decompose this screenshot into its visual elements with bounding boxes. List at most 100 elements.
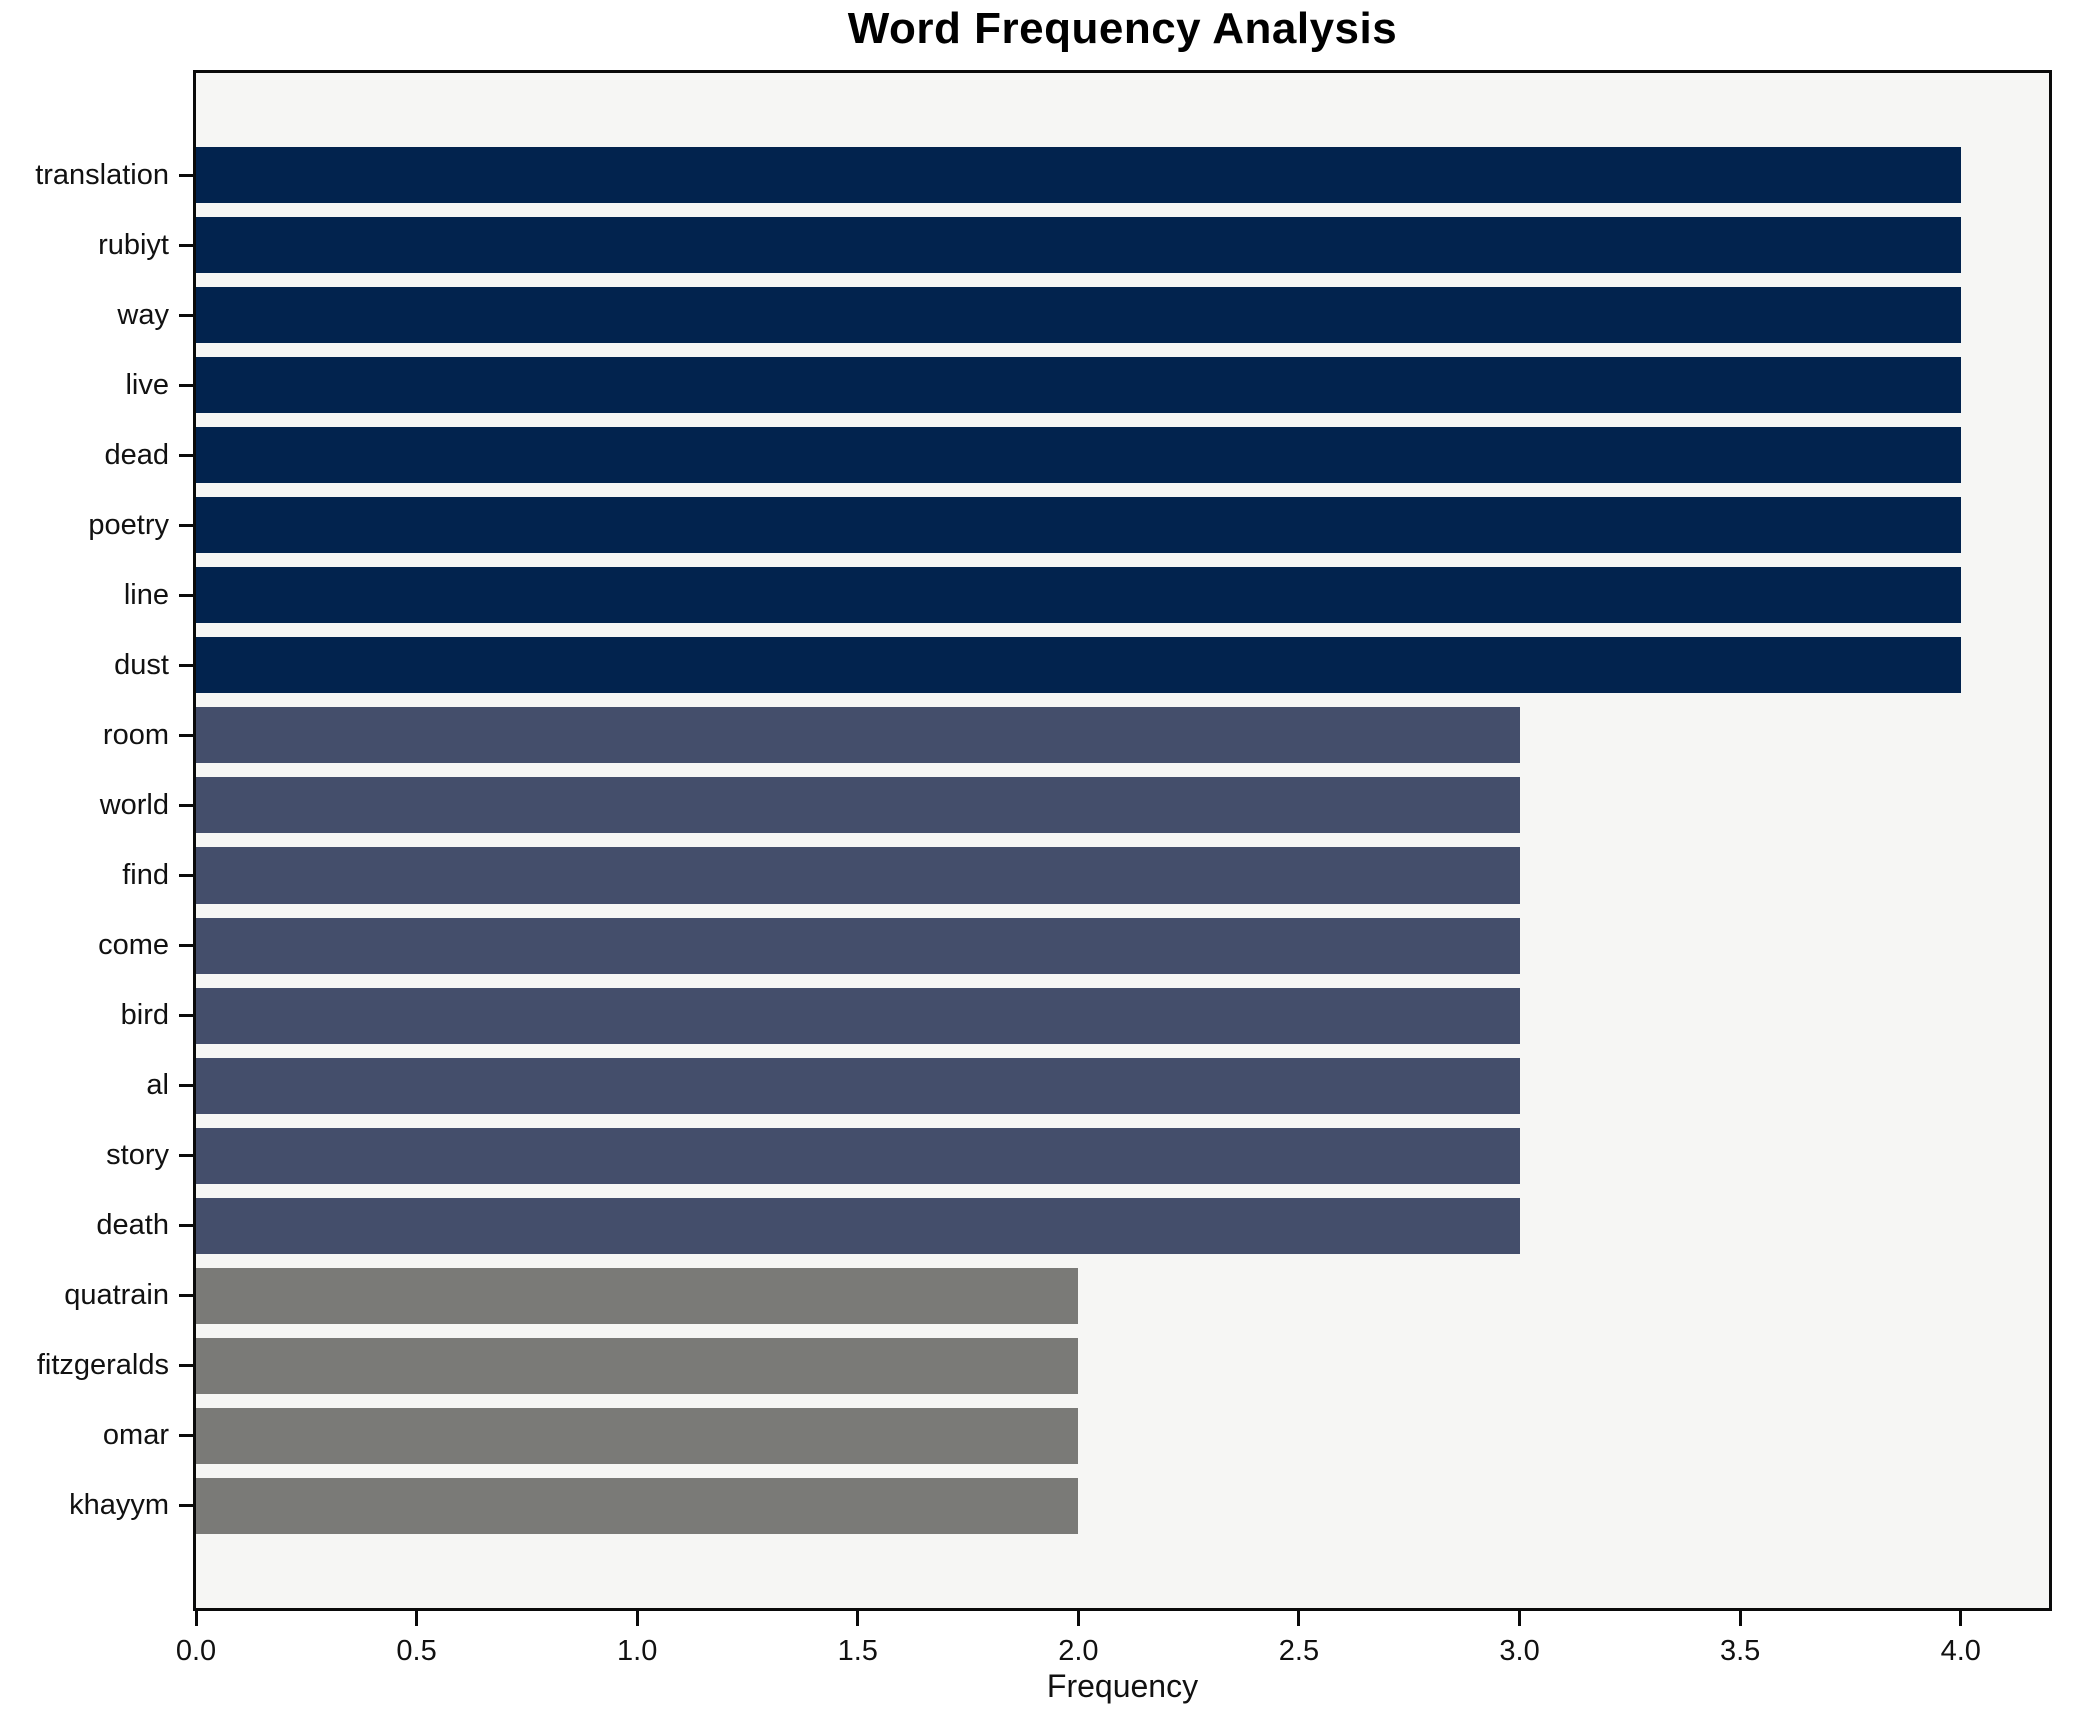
bar-death: [196, 1197, 1520, 1254]
bar-row: [196, 1051, 2049, 1121]
y-tick-mark: [179, 803, 193, 807]
y-tick-mark: [179, 1224, 193, 1228]
y-tick-mark: [179, 663, 193, 667]
x-tick-label: 0.0: [175, 1635, 217, 1667]
y-tick-label-world: world: [99, 788, 169, 821]
x-tick-label: 1.0: [617, 1635, 658, 1667]
y-label-row: way: [0, 280, 193, 350]
bar-row: [196, 280, 2049, 350]
y-tick-mark: [179, 733, 193, 737]
bar-row: [196, 140, 2049, 210]
bar-row: [196, 350, 2049, 420]
bar-live: [196, 357, 1961, 414]
x-axis-label: Frequency: [1046, 1668, 1199, 1704]
y-tick-label-find: find: [122, 858, 169, 891]
bar-fitzgeralds: [196, 1337, 1079, 1394]
y-label-row: fitzgeralds: [0, 1331, 193, 1401]
x-tick-mark: [856, 1611, 860, 1626]
bar-row: [196, 1471, 2049, 1541]
x-tick-mark: [1518, 1611, 1522, 1626]
y-tick-label-death: death: [96, 1209, 169, 1242]
y-tick-mark: [179, 523, 193, 527]
y-label-row: quatrain: [0, 1261, 193, 1331]
bar-row: [196, 630, 2049, 700]
y-label-row: story: [0, 1121, 193, 1191]
y-tick-label-bird: bird: [120, 999, 169, 1032]
y-tick-mark: [179, 243, 193, 247]
bar-story: [196, 1127, 1520, 1184]
bar-row: [196, 210, 2049, 280]
y-tick-label-live: live: [125, 368, 169, 401]
y-label-row: room: [0, 700, 193, 770]
y-tick-mark: [179, 313, 193, 317]
y-label-row: death: [0, 1191, 193, 1261]
x-tick-mark: [635, 1611, 639, 1626]
bar-room: [196, 707, 1520, 764]
y-tick-mark: [179, 593, 193, 597]
y-label-row: world: [0, 770, 193, 840]
y-tick-mark: [179, 1504, 193, 1508]
bar-khayym: [196, 1477, 1079, 1534]
y-label-row: al: [0, 1051, 193, 1121]
bar-translation: [196, 147, 1961, 204]
y-tick-label-quatrain: quatrain: [64, 1279, 169, 1312]
bar-row: [196, 700, 2049, 770]
chart-title: Word Frequency Analysis: [847, 4, 1398, 53]
bar-row: [196, 1331, 2049, 1401]
y-tick-label-dead: dead: [104, 438, 169, 471]
x-tick-label: 3.0: [1499, 1635, 1540, 1667]
y-tick-label-poetry: poetry: [88, 508, 169, 541]
bar-dust: [196, 637, 1961, 694]
bar-come: [196, 917, 1520, 974]
bar-al: [196, 1057, 1520, 1114]
x-tick-label: 2.0: [1058, 1635, 1099, 1667]
y-label-row: come: [0, 911, 193, 981]
y-label-row: live: [0, 350, 193, 420]
y-label-row: poetry: [0, 490, 193, 560]
x-tick-mark: [415, 1611, 419, 1626]
y-tick-label-story: story: [106, 1139, 169, 1172]
y-label-row: bird: [0, 981, 193, 1051]
bar-row: [196, 911, 2049, 981]
bar-rubiyt: [196, 217, 1961, 274]
y-tick-mark: [179, 1434, 193, 1438]
x-tick-label: 1.5: [837, 1635, 878, 1667]
bar-quatrain: [196, 1267, 1079, 1324]
y-label-row: dust: [0, 630, 193, 700]
y-tick-label-al: al: [146, 1069, 169, 1102]
bar-way: [196, 287, 1961, 344]
x-tick-mark: [194, 1611, 198, 1626]
y-tick-mark: [179, 1084, 193, 1088]
bar-row: [196, 1401, 2049, 1471]
bar-row: [196, 1261, 2049, 1331]
x-tick-mark: [1738, 1611, 1742, 1626]
y-tick-label-omar: omar: [102, 1419, 169, 1452]
y-tick-label-fitzgeralds: fitzgeralds: [36, 1349, 169, 1382]
bars: [196, 73, 2049, 1608]
plot-area: [193, 70, 2052, 1611]
y-tick-label-come: come: [98, 929, 169, 962]
y-tick-mark: [179, 1154, 193, 1158]
bar-row: [196, 560, 2049, 630]
bar-row: [196, 490, 2049, 560]
y-label-row: khayym: [0, 1471, 193, 1541]
y-tick-label-line: line: [123, 578, 169, 611]
x-axis-ticks: 0.0 0.5 1.0 1.5 2.0 2.5 3.0 3.5 4.0: [176, 1611, 2049, 1691]
x-tick-mark: [1297, 1611, 1301, 1626]
y-tick-label-dust: dust: [114, 648, 169, 681]
y-tick-mark: [179, 453, 193, 457]
y-label-row: dead: [0, 420, 193, 490]
bar-row: [196, 981, 2049, 1051]
y-tick-label-rubiyt: rubiyt: [98, 228, 169, 261]
y-label-row: line: [0, 560, 193, 630]
y-axis-labels: translation rubiyt way live dead poetry line du…: [0, 73, 193, 1608]
bar-line: [196, 567, 1961, 624]
y-tick-mark: [179, 873, 193, 877]
bar-omar: [196, 1407, 1079, 1464]
bar-bird: [196, 987, 1520, 1044]
y-tick-mark: [179, 173, 193, 177]
x-tick-label: 3.5: [1719, 1635, 1761, 1667]
x-tick-label: 2.5: [1278, 1635, 1320, 1667]
y-tick-mark: [179, 944, 193, 948]
